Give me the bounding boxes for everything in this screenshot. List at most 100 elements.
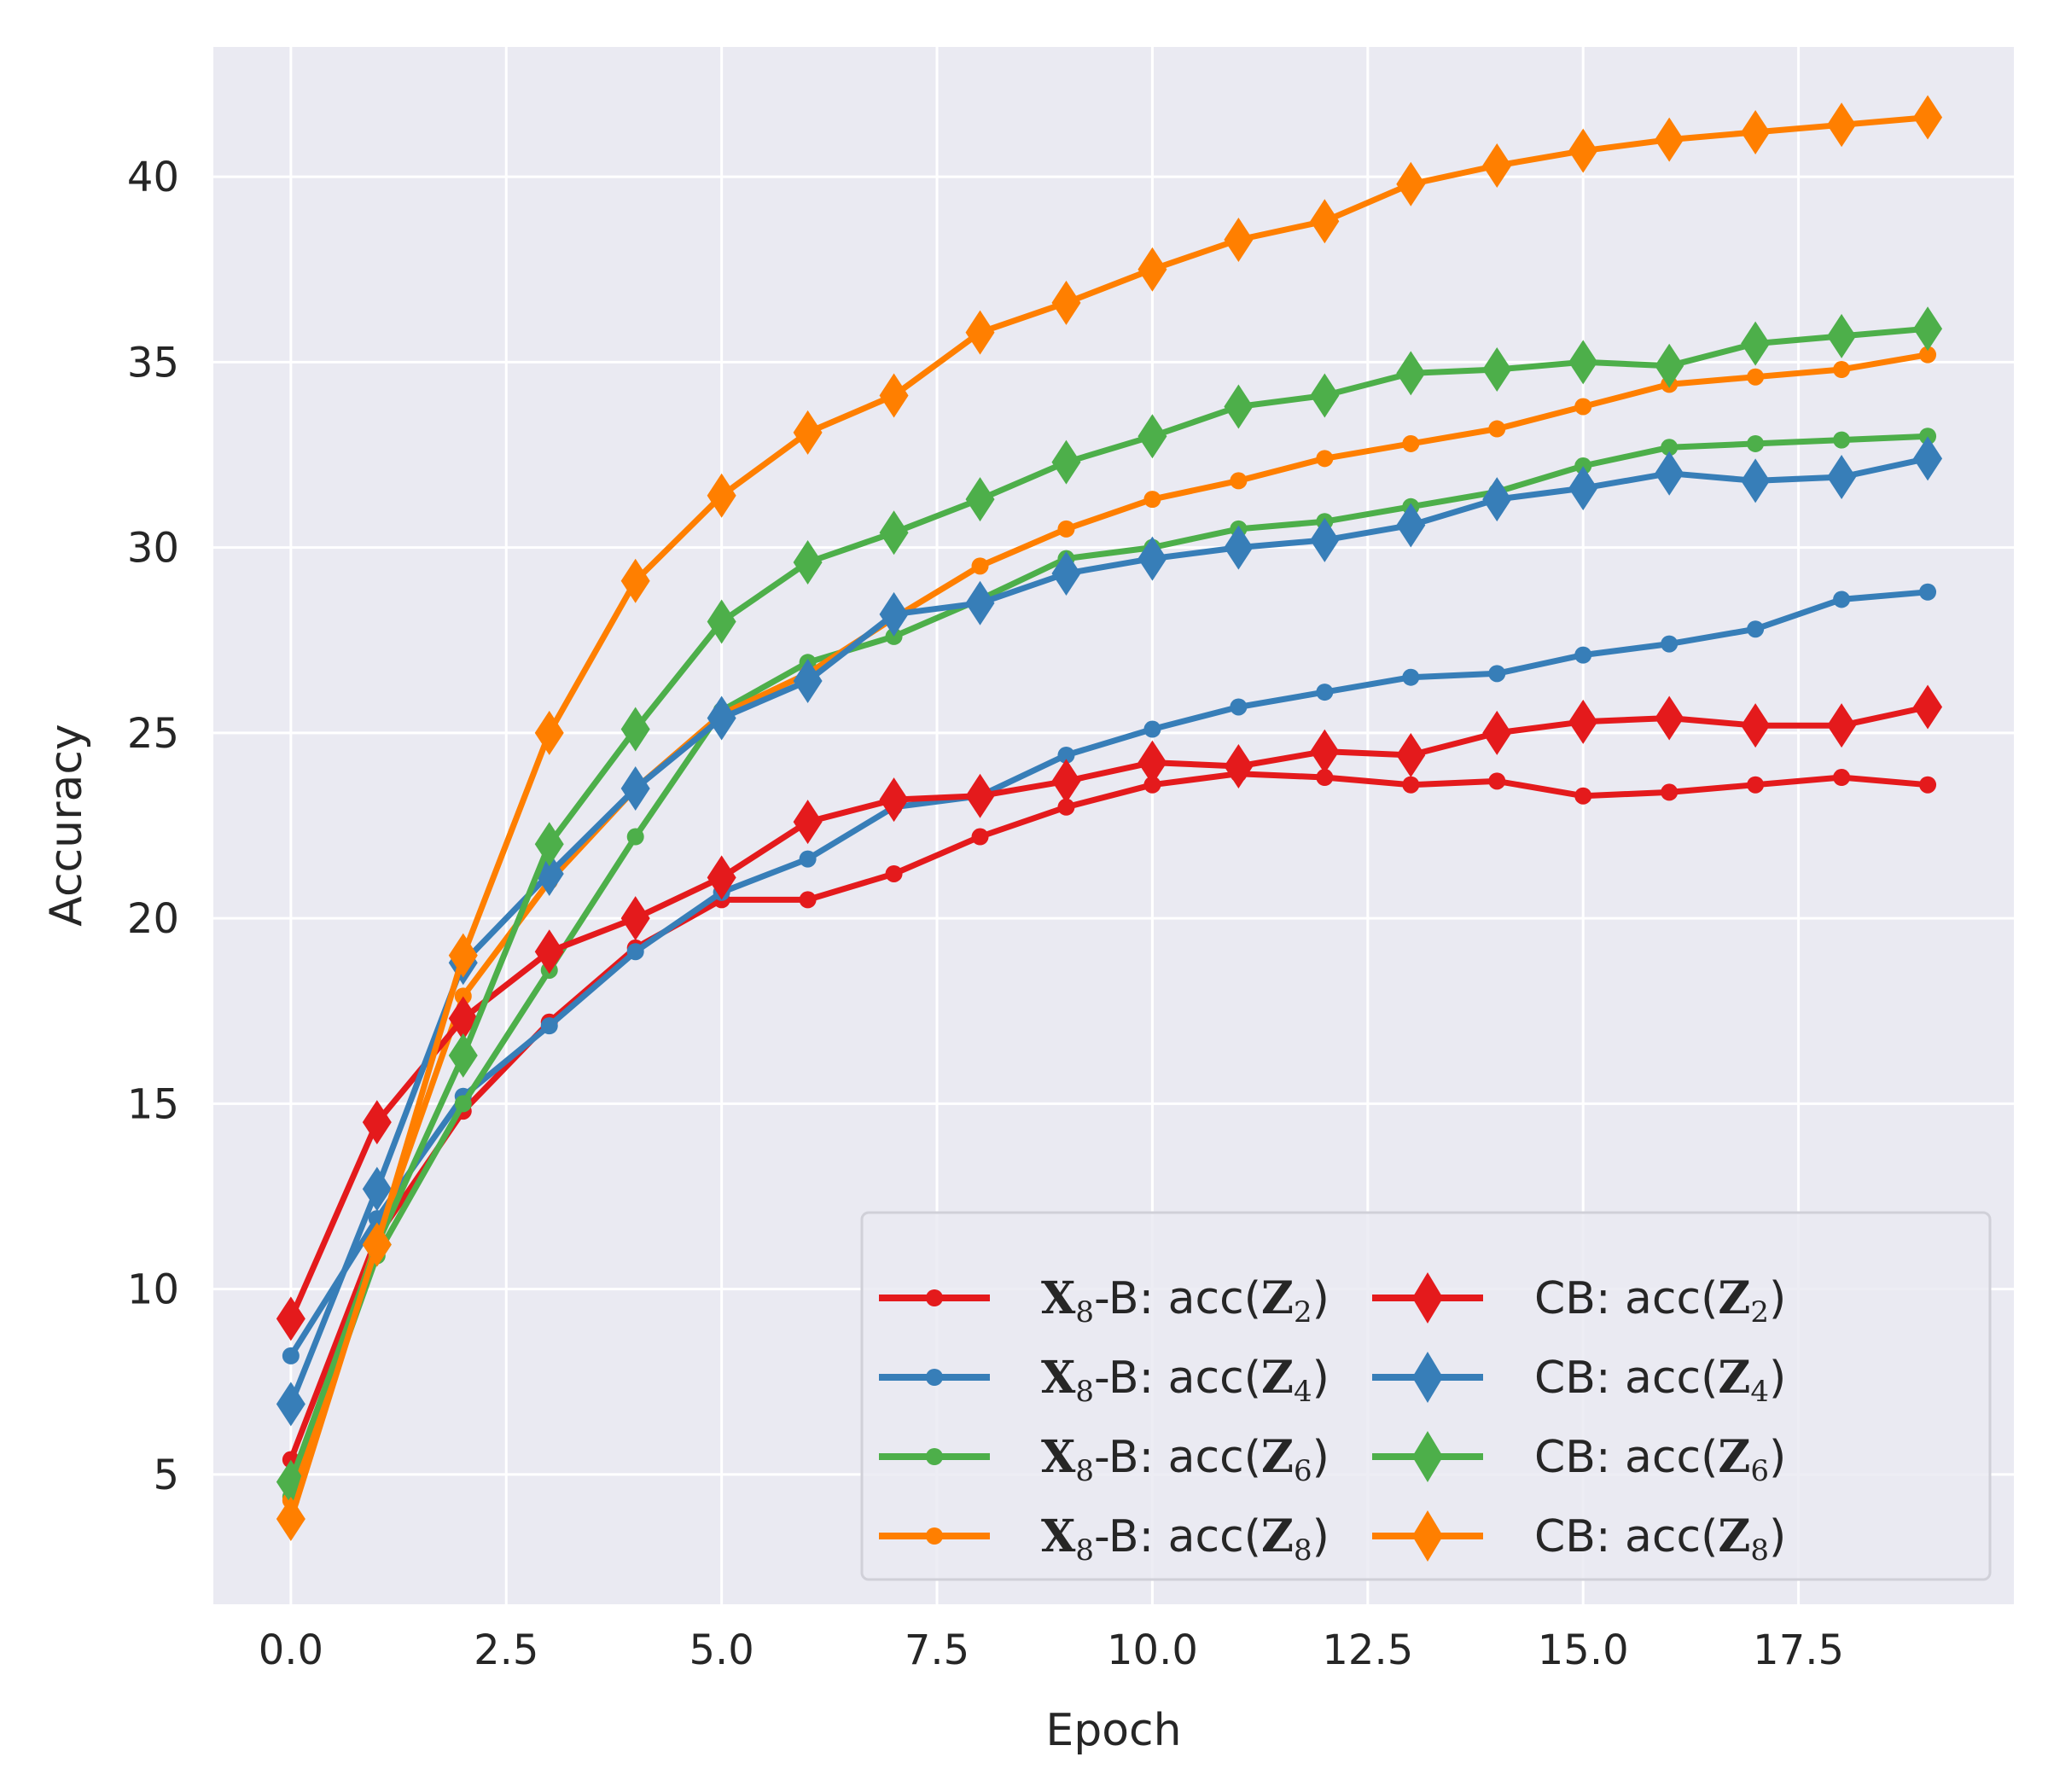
legend-acc: : acc( <box>1139 1432 1261 1483</box>
data-point <box>1747 368 1765 386</box>
data-point <box>454 1095 472 1113</box>
data-point <box>1402 776 1420 794</box>
data-point <box>362 1222 392 1267</box>
data-point <box>1488 665 1506 683</box>
legend-model: CB <box>1534 1353 1596 1404</box>
data-point <box>362 1100 392 1145</box>
legend-z: Z <box>1718 1352 1750 1404</box>
data-point <box>1224 743 1254 788</box>
data-point <box>1747 620 1765 638</box>
legend-entry: CB: acc(Z6) <box>1372 1431 1786 1488</box>
data-point <box>965 580 995 625</box>
y-tick-label: 40 <box>127 154 179 201</box>
data-point <box>879 510 909 556</box>
data-point <box>1568 699 1598 744</box>
data-point <box>971 557 989 575</box>
data-point <box>620 707 650 752</box>
series-line <box>288 114 1929 1521</box>
data-point <box>1919 583 1937 601</box>
legend-prefix-sub: 8 <box>1075 1375 1094 1409</box>
legend-z-sub: 8 <box>1750 1533 1769 1568</box>
y-axis-label: Accuracy <box>41 724 92 926</box>
data-point <box>1316 769 1334 787</box>
legend-prefix: X <box>1041 1431 1076 1483</box>
data-point <box>626 828 644 846</box>
legend-entry: CB: acc(Z8) <box>1372 1510 1786 1568</box>
data-point <box>799 850 817 868</box>
data-point <box>1574 646 1592 664</box>
legend-label: X8-B: acc(Z8) <box>1041 1510 1329 1568</box>
data-point <box>1655 695 1684 741</box>
legend-label: CB: acc(Z4) <box>1534 1352 1786 1409</box>
data-point <box>707 599 736 644</box>
legend-acc: : acc( <box>1139 1273 1261 1324</box>
x-tick-label: 10.0 <box>1107 1626 1198 1674</box>
legend-z: Z <box>1261 1352 1294 1404</box>
legend-label: CB: acc(Z2) <box>1534 1272 1786 1329</box>
data-point <box>1833 591 1851 608</box>
data-point <box>362 1167 392 1212</box>
data-point <box>1316 684 1334 701</box>
data-point <box>276 1382 305 1427</box>
data-point <box>1741 703 1771 748</box>
y-tick-label: 35 <box>127 339 179 387</box>
data-point <box>534 822 564 867</box>
data-point <box>793 800 823 845</box>
legend-acc: : acc( <box>1596 1432 1718 1483</box>
data-point <box>793 659 823 704</box>
data-point <box>1310 517 1340 562</box>
legend-marker <box>1412 1352 1443 1403</box>
legend-prefix: X <box>1041 1272 1076 1324</box>
data-point <box>1230 472 1248 490</box>
data-point <box>1396 732 1426 777</box>
data-point <box>1827 703 1857 748</box>
data-point <box>1482 710 1512 755</box>
legend-z-sub: 2 <box>1750 1295 1769 1329</box>
legend-z-sub: 2 <box>1294 1295 1312 1329</box>
legend-acc: : acc( <box>1139 1511 1261 1562</box>
data-point <box>799 891 817 909</box>
y-tick-label: 10 <box>127 1266 179 1314</box>
legend-marker <box>1412 1431 1443 1482</box>
data-point <box>965 310 995 355</box>
series-line <box>288 704 1929 1320</box>
legend-label: X8-B: acc(Z6) <box>1041 1431 1329 1488</box>
legend-marker <box>926 1448 943 1465</box>
legend-entry: CB: acc(Z4) <box>1372 1352 1786 1409</box>
series-layer <box>276 95 1943 1542</box>
legend: X8-B: acc(Z2)X8-B: acc(Z4)X8-B: acc(Z6)X… <box>860 1211 1992 1581</box>
x-axis-label: Epoch <box>1045 1705 1181 1756</box>
data-point <box>1574 787 1592 805</box>
data-point <box>282 1347 300 1364</box>
data-point <box>1482 347 1512 393</box>
data-point <box>1833 431 1851 449</box>
legend-close: ) <box>1312 1432 1329 1483</box>
legend-entry: X8-B: acc(Z2) <box>879 1272 1329 1329</box>
data-point <box>965 477 995 522</box>
y-tick-labels: 5 10 15 20 25 30 35 40 <box>127 154 179 1499</box>
data-point <box>1224 384 1254 429</box>
data-point <box>1655 117 1684 162</box>
legend-z: Z <box>1261 1510 1294 1562</box>
legend-label: X8-B: acc(Z2) <box>1041 1272 1329 1329</box>
data-point <box>885 627 903 645</box>
data-point <box>448 933 478 978</box>
data-point <box>1661 439 1679 457</box>
data-point <box>1143 776 1161 794</box>
legend-acc: : acc( <box>1139 1353 1261 1404</box>
data-point <box>1827 313 1857 358</box>
data-point <box>971 828 989 846</box>
data-point <box>1137 740 1167 785</box>
series-x8b-z4 <box>282 583 1937 1364</box>
x-tick-labels: 0.0 2.5 5.0 7.5 10.0 12.5 15.0 17.5 <box>259 1626 1844 1674</box>
legend-acc: : acc( <box>1596 1353 1718 1404</box>
data-point <box>276 1296 305 1341</box>
data-point <box>1402 668 1420 686</box>
data-point <box>1919 776 1937 794</box>
legend-acc: : acc( <box>1596 1511 1718 1562</box>
data-point <box>1488 772 1506 790</box>
data-point <box>1057 798 1075 816</box>
legend-close: ) <box>1769 1273 1786 1324</box>
data-point <box>1661 783 1679 801</box>
data-point <box>626 943 644 961</box>
